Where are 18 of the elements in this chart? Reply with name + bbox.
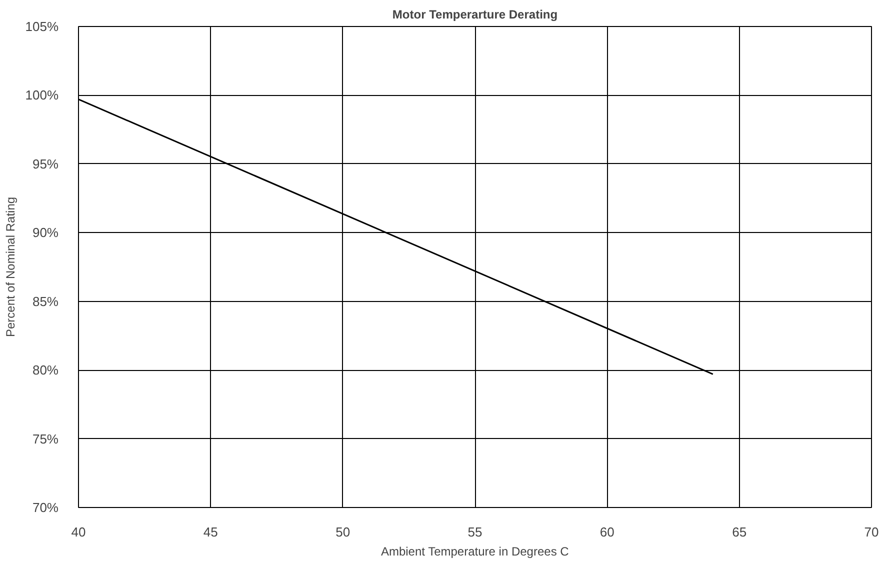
y-tick-label: 90% bbox=[32, 225, 59, 240]
y-tick-label: 100% bbox=[25, 88, 59, 103]
x-axis-title: Ambient Temperature in Degrees C bbox=[380, 544, 570, 558]
x-tick-label: 70 bbox=[864, 524, 879, 540]
x-tick-label: 45 bbox=[203, 524, 218, 540]
y-tick-label: 85% bbox=[32, 294, 59, 309]
x-tick-label: 50 bbox=[336, 524, 350, 540]
x-tick-label: 65 bbox=[732, 524, 747, 540]
y-tick-label: 95% bbox=[32, 156, 59, 172]
y-axis-title: Percent of Nominal Rating bbox=[3, 196, 18, 338]
x-tick-label: 55 bbox=[468, 524, 482, 540]
y-tick-label: 75% bbox=[32, 431, 59, 446]
y-tick-label: 70% bbox=[32, 500, 59, 515]
y-tick-label: 105% bbox=[25, 19, 59, 34]
y-tick-label: 80% bbox=[32, 362, 59, 378]
chart-title: Motor Temperarture Derating bbox=[392, 8, 558, 22]
x-tick-label: 40 bbox=[71, 524, 86, 540]
x-tick-label: 60 bbox=[600, 524, 614, 540]
